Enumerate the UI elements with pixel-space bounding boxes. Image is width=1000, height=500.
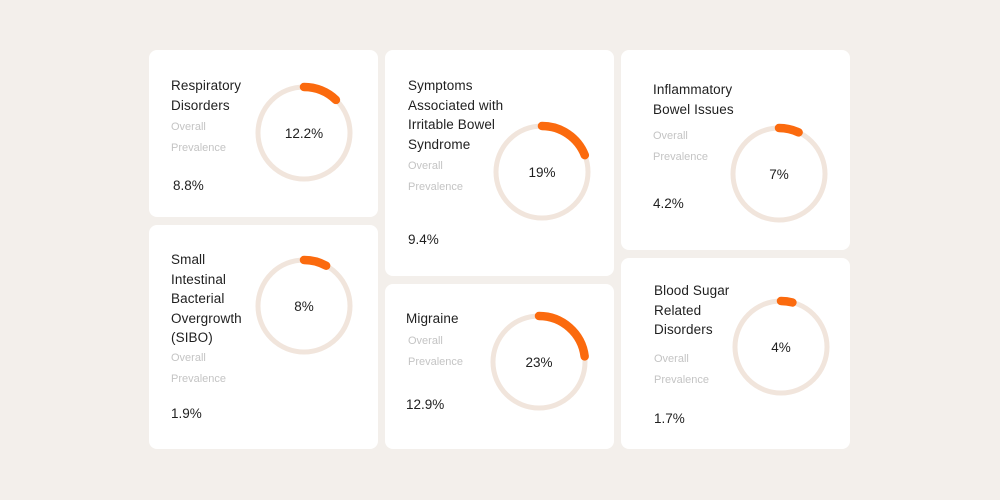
donut-chart: 7% — [728, 123, 830, 225]
donut-value-arc — [253, 82, 355, 184]
card-ibs-symptoms: Symptoms Associated with Irritable Bowel… — [385, 50, 614, 276]
card-respiratory-disorders: Respiratory Disorders Overall Prevalence… — [149, 50, 378, 217]
donut-chart: 8% — [253, 255, 355, 357]
donut-center-label: 7% — [769, 167, 789, 182]
card-title: Migraine — [406, 311, 459, 326]
overall-prevalence-value: 4.2% — [653, 196, 684, 211]
card-title: Respiratory Disorders — [171, 78, 242, 113]
donut-center-label: 4% — [771, 340, 791, 355]
donut-svg: 8% — [253, 255, 355, 357]
overall-prevalence-label: Overall Prevalence — [653, 130, 709, 163]
overall-prevalence-value: 1.7% — [654, 411, 685, 426]
overall-prevalence-value: 1.9% — [171, 406, 202, 421]
donut-value-arc — [488, 311, 590, 413]
donut-center-label: 19% — [528, 165, 555, 180]
card-title: Inflammatory Bowel Issues — [653, 82, 734, 117]
overall-prevalence-value: 9.4% — [408, 232, 439, 247]
donut-chart: 4% — [730, 296, 832, 398]
donut-chart: 12.2% — [253, 82, 355, 184]
donut-svg: 23% — [488, 311, 590, 413]
donut-value-arc — [728, 123, 830, 225]
card-inflammatory-bowel: Inflammatory Bowel Issues Overall Preval… — [621, 50, 850, 250]
overall-prevalence-label: Overall Prevalence — [408, 335, 464, 368]
card-title: Symptoms Associated with Irritable Bowel… — [408, 78, 504, 152]
card-sibo: Small Intestinal Bacterial Overgrowth (S… — [149, 225, 378, 449]
overall-prevalence-value: 12.9% — [406, 397, 445, 412]
overall-prevalence-value: 8.8% — [173, 178, 204, 193]
donut-chart: 23% — [488, 311, 590, 413]
donut-chart: 19% — [491, 121, 593, 223]
donut-center-label: 12.2% — [285, 126, 323, 141]
donut-svg: 19% — [491, 121, 593, 223]
overall-prevalence-label: Overall Prevalence — [171, 121, 227, 154]
donut-value-arc — [253, 255, 355, 357]
overall-prevalence-label: Overall Prevalence — [171, 352, 227, 385]
donut-value-arc — [730, 296, 832, 398]
donut-svg: 12.2% — [253, 82, 355, 184]
donut-value-arc — [491, 121, 593, 223]
card-migraine: Migraine Overall Prevalence 12.9% 23% — [385, 284, 614, 449]
card-title: Blood Sugar Related Disorders — [654, 283, 730, 337]
donut-svg: 4% — [730, 296, 832, 398]
donut-svg: 7% — [728, 123, 830, 225]
card-title: Small Intestinal Bacterial Overgrowth (S… — [171, 252, 242, 345]
donut-center-label: 8% — [294, 299, 314, 314]
donut-center-label: 23% — [525, 355, 552, 370]
overall-prevalence-label: Overall Prevalence — [408, 160, 464, 193]
overall-prevalence-label: Overall Prevalence — [654, 353, 710, 386]
card-blood-sugar: Blood Sugar Related Disorders Overall Pr… — [621, 258, 850, 449]
